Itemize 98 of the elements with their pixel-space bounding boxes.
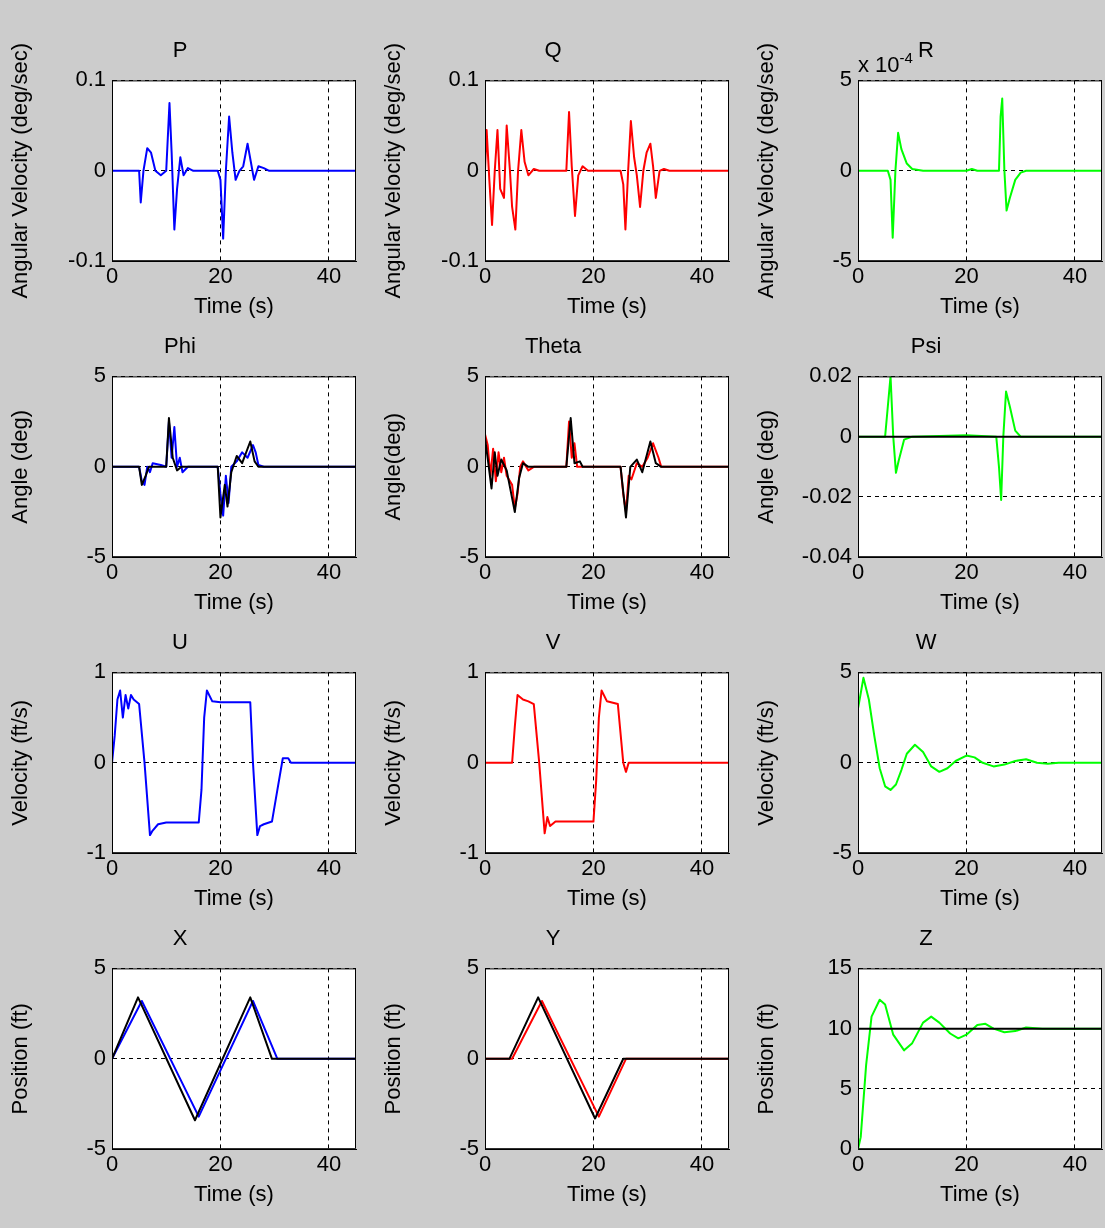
y-tick-label: 1 <box>466 658 479 684</box>
x-tick-label: 40 <box>316 1151 342 1177</box>
y-axis-title: Position (ft) <box>753 1003 779 1115</box>
chart-title: V <box>545 629 561 655</box>
x-axis-title: Time (s) <box>940 1180 1020 1206</box>
y-tick-label: -1 <box>459 839 479 865</box>
x-tick-label: 40 <box>1062 855 1088 881</box>
x-tick-label: 40 <box>1062 1151 1088 1177</box>
x-tick-label: 20 <box>581 1151 606 1177</box>
chart-title: Y <box>545 925 561 951</box>
x-tick-label: 40 <box>689 855 715 881</box>
x-tick-label: 40 <box>1062 263 1088 289</box>
x-axis-title: Time (s) <box>194 588 274 614</box>
y-axis-title: Angular Velocity (deg/sec) <box>753 43 779 299</box>
x-tick-label: 20 <box>954 263 979 289</box>
y-axis-title: Angle (deg) <box>7 409 33 524</box>
y-axis-title: Angular Velocity (deg/sec) <box>7 43 33 299</box>
chart-title: Z <box>919 925 933 951</box>
y-tick-label: 5 <box>466 362 479 388</box>
chart-title: Theta <box>524 333 582 359</box>
x-axis-title: Time (s) <box>567 588 647 614</box>
y-tick-label: 0 <box>466 748 479 774</box>
y-tick-label: -5 <box>86 543 106 569</box>
y-tick-label: -5 <box>86 1135 106 1161</box>
x-tick-label: 20 <box>581 263 606 289</box>
x-tick-label: 40 <box>316 855 342 881</box>
y-tick-label: 5 <box>839 66 852 92</box>
x-tick-label: 20 <box>954 855 979 881</box>
y-axis-title: Angle (deg) <box>753 409 779 524</box>
chart-title: Q <box>544 37 562 63</box>
x-tick-label: 40 <box>689 559 715 585</box>
y-tick-label: 5 <box>839 1075 852 1100</box>
x-axis-title: Time (s) <box>194 884 274 910</box>
y-tick-label: 0 <box>839 422 852 448</box>
chart-title: P <box>172 37 188 63</box>
x-axis-title: Time (s) <box>567 884 647 910</box>
y-tick-label: -5 <box>459 1135 479 1161</box>
x-tick-label: 20 <box>208 263 233 289</box>
x-axis-title: Time (s) <box>940 292 1020 318</box>
y-tick-label: -5 <box>832 839 852 865</box>
y-tick-label: 0 <box>839 748 852 774</box>
chart-title: R <box>918 37 934 63</box>
y-axis-title: Angular Velocity (deg/sec) <box>380 43 406 299</box>
y-tick-label: 0 <box>466 1044 479 1070</box>
y-tick-label: 1 <box>93 658 106 684</box>
y-tick-label: -0.1 <box>68 247 106 273</box>
y-tick-label: -0.04 <box>801 543 852 569</box>
x-axis-title: Time (s) <box>567 1180 647 1206</box>
chart-title: X <box>172 925 188 951</box>
y-axis-title: Velocity (ft/s) <box>7 699 33 826</box>
x-axis-title: Time (s) <box>940 884 1020 910</box>
y-tick-label: 10 <box>827 1014 852 1040</box>
x-tick-label: 20 <box>581 855 606 881</box>
x-axis-title: Time (s) <box>194 1180 274 1206</box>
x-tick-label: 40 <box>316 263 342 289</box>
x-axis-title: Time (s) <box>567 292 647 318</box>
x-tick-label: 40 <box>689 263 715 289</box>
y-tick-label: 0 <box>466 452 479 478</box>
x-tick-label: 20 <box>954 1151 979 1177</box>
x-axis-title: Time (s) <box>940 588 1020 614</box>
y-tick-label: -5 <box>459 543 479 569</box>
chart-title: U <box>172 629 188 655</box>
y-tick-label: 0 <box>93 748 106 774</box>
y-tick-label: 5 <box>466 954 479 980</box>
y-tick-label: 0 <box>93 452 106 478</box>
x-tick-label: 40 <box>316 559 342 585</box>
x-tick-label: 20 <box>954 559 979 585</box>
y-tick-label: 5 <box>839 658 852 684</box>
y-tick-label: 0.02 <box>809 362 852 388</box>
x-tick-label: 40 <box>689 1151 715 1177</box>
chart-title: W <box>915 629 937 655</box>
y-tick-label: 0.1 <box>448 66 479 92</box>
x-tick-label: 20 <box>581 559 606 585</box>
x-tick-label: 20 <box>208 855 233 881</box>
y-axis-title: Velocity (ft/s) <box>380 699 406 826</box>
y-tick-label: 0 <box>93 156 106 182</box>
x-tick-label: 20 <box>208 559 233 585</box>
chart-title: Phi <box>164 333 196 359</box>
y-tick-label: -0.02 <box>801 483 852 508</box>
y-tick-label: 0 <box>839 156 852 182</box>
chart-title: Psi <box>910 333 942 359</box>
y-tick-label: 5 <box>93 954 106 980</box>
y-tick-label: 15 <box>827 954 852 980</box>
y-tick-label: 0 <box>93 1044 106 1070</box>
y-tick-label: 0 <box>839 1135 852 1161</box>
y-tick-label: -0.1 <box>441 247 479 273</box>
y-tick-label: 0.1 <box>75 66 106 92</box>
y-axis-title: Position (ft) <box>380 1003 406 1115</box>
y-tick-label: -5 <box>832 247 852 273</box>
y-axis-title: Velocity (ft/s) <box>753 699 779 826</box>
x-tick-label: 40 <box>1062 559 1088 585</box>
y-tick-label: -1 <box>86 839 106 865</box>
x-tick-label: 20 <box>208 1151 233 1177</box>
y-axis-title: Angle(deg) <box>380 412 406 521</box>
y-axis-title: Position (ft) <box>7 1003 33 1115</box>
y-tick-label: 0 <box>466 156 479 182</box>
x-axis-title: Time (s) <box>194 292 274 318</box>
y-tick-label: 5 <box>93 362 106 388</box>
